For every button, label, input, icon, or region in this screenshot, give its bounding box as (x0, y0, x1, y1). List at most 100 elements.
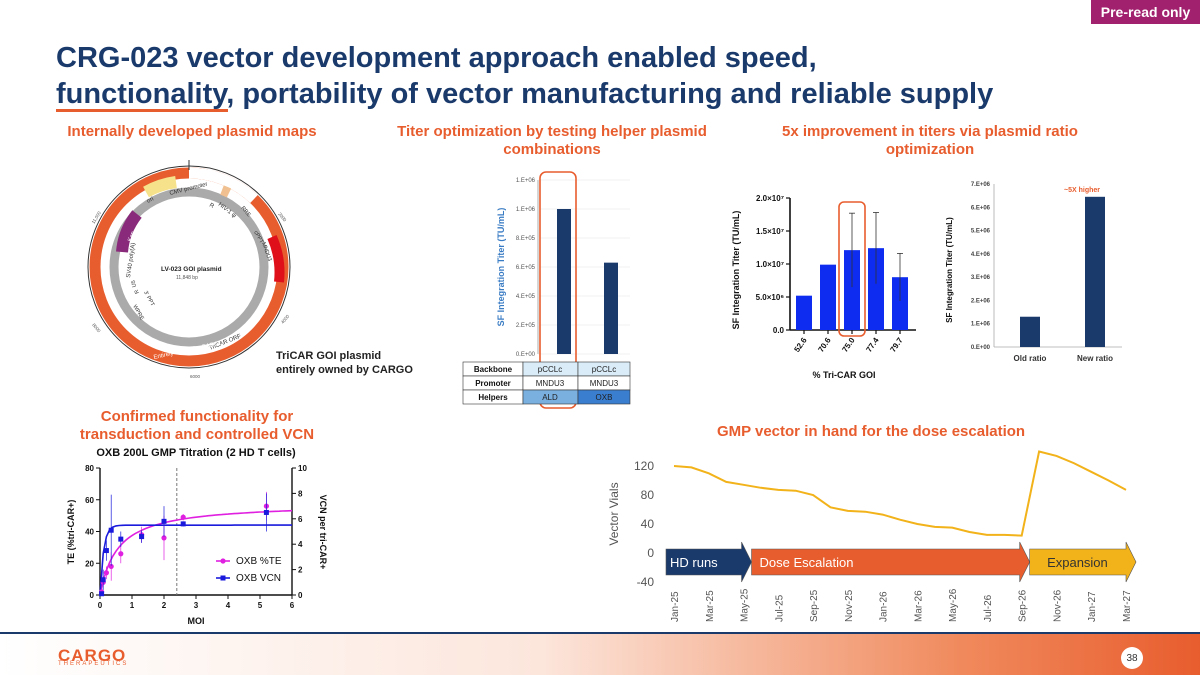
plasmid-caption-line-1: TriCAR GOI plasmid (276, 350, 382, 362)
helper-table-col1-value: pCCLc (538, 365, 562, 374)
plasmid-size: 11,848 bp (176, 275, 198, 281)
gmp-x-tick: Mar-26 (913, 590, 924, 622)
plasmid-map: LV-023 GOI plasmid 11,848 bp ori CMV pro… (87, 160, 291, 379)
moi-right-tick: 4 (298, 540, 303, 549)
goi-x-tick: 70.6 (816, 336, 833, 354)
ori-feature (143, 176, 178, 198)
cargo-logo: CARGO (58, 646, 127, 665)
ratio-x-tick: Old ratio (1014, 354, 1047, 363)
moi-vcn-point (161, 518, 167, 524)
cargo-logo-subtitle: THERAPEUTICS (58, 661, 129, 667)
ratio-y-tick: 0.E+00 (971, 345, 991, 351)
ppt-label: 3' PPT (142, 290, 155, 308)
section-plasmid-title: Internally developed plasmid maps (67, 123, 317, 140)
moi-te-point (108, 563, 114, 570)
moi-vcn-point (180, 521, 186, 527)
helper-y-tick: 0.E+00 (516, 352, 536, 358)
helper-y-tick: 2.E+05 (516, 323, 536, 329)
moi-vcn-point (118, 536, 124, 542)
title-line-2: functionality, portability of vector man… (56, 78, 994, 110)
ratio-annotation: ~5X higher (1064, 187, 1100, 194)
ori-label: ori (146, 196, 155, 204)
phase-expansion-label: Expansion (1047, 555, 1108, 570)
helper-y-tick: 1.E+06 (516, 207, 536, 213)
chart-moi-titration: OXB 200L GMP Titration (2 HD T cells)020… (66, 447, 328, 626)
tick-6000: 6000 (190, 374, 201, 379)
plasmid-name: LV-023 GOI plasmid (161, 266, 222, 273)
gmp-x-tick: May-25 (740, 588, 751, 622)
moi-legend-te-marker (220, 558, 226, 564)
moi-x-tick: 6 (290, 601, 295, 610)
phase-hd-runs-arrow (665, 541, 752, 583)
ratio-y-tick: 7.E+06 (971, 182, 991, 188)
moi-x-tick: 1 (130, 601, 135, 610)
kan-label: Kan (127, 231, 137, 243)
moi-x-label: MOI (188, 616, 205, 626)
r-label: R (208, 203, 215, 211)
moi-right-label: VCN per tri-CAR+ (318, 495, 328, 570)
section-functionality-title: Confirmed functionality for transduction… (79, 408, 315, 443)
moi-x-tick: 2 (162, 601, 167, 610)
ratio-y-tick: 3.E+06 (971, 275, 991, 281)
page-number: 38 (1121, 647, 1143, 669)
gmp-x-tick: Mar-25 (705, 590, 716, 622)
footer-gradient (0, 634, 1200, 675)
tick-4000: 4000 (280, 313, 291, 324)
kan-feature (116, 210, 142, 253)
moi-left-tick: 40 (85, 528, 94, 537)
moi-vcn-point (108, 527, 114, 533)
tick-2000: 2000 (277, 212, 287, 223)
helper-bar-2 (604, 262, 618, 354)
moi-vcn-curve (99, 524, 292, 596)
goi-bar-79.7 (892, 277, 908, 330)
gmp-x-tick: Jul-25 (774, 594, 785, 622)
helper-table-row-header: Promoter (475, 379, 511, 388)
moi-legend-te-label: OXB %TE (236, 556, 282, 567)
goi-x-tick: 79.7 (888, 336, 905, 354)
ratio-y-tick: 5.E+06 (971, 229, 991, 235)
r2-label: R (134, 289, 141, 295)
goi-x-tick: 52.6 (792, 336, 809, 354)
moi-vcn-point (99, 591, 105, 597)
sv40-label: SV40 poly(A) (126, 242, 137, 278)
moi-te-curve (99, 509, 293, 596)
goi-y-tick: 5.0×10⁶ (756, 293, 785, 302)
goi-bar-70.6 (820, 264, 836, 330)
moi-vcn-point (263, 509, 269, 515)
gmp-y-tick: -40 (637, 575, 655, 589)
helper-table-col1-value: ALD (542, 393, 558, 402)
helper-table-col2-value: MNDU3 (590, 379, 619, 388)
moi-right-tick: 10 (298, 464, 307, 473)
helper-table-row-header: Helpers (478, 393, 508, 402)
goi-x-label: % Tri-CAR GOI (812, 370, 875, 380)
goi-bar-52.6 (796, 295, 812, 330)
helper-y-label: SF Integration Titer (TU/mL) (496, 208, 506, 327)
moi-right-tick: 8 (298, 489, 303, 498)
chart-helper-titer: 0.E+00 2.E+05 4.E+05 6.E+05 8.E+05 1.E+06 1.E+… (462, 171, 631, 409)
goi-y-label: SF Integration Titer (TU/mL) (731, 211, 741, 330)
goi-y-tick: 1.0×10⁷ (756, 260, 784, 269)
moi-te-point (103, 570, 109, 576)
ratio-y-tick: 4.E+06 (971, 252, 991, 258)
moi-left-tick: 60 (85, 496, 94, 505)
moi-x-tick: 0 (98, 601, 103, 610)
chart-tricar-goi: 0.0 5.0×10⁶ 1.0×10⁷ 1.5×10⁷ 2.0×10⁷ SF Integr… (731, 194, 916, 380)
tick-11000: 11,000 (91, 210, 103, 224)
goi-bar-75.0 (844, 250, 860, 330)
helper-y-tick: 1.E+06 (516, 178, 536, 184)
moi-te-point (180, 514, 186, 520)
helper-highlight-box (539, 171, 577, 409)
goi-bar-77.4 (868, 248, 884, 330)
ratio-y-tick: 6.E+06 (971, 205, 991, 211)
helper-y-tick: 8.E+05 (516, 236, 536, 242)
goi-y-tick: 0.0 (773, 326, 785, 335)
gmp-x-tick: Jan-25 (670, 591, 681, 622)
goi-highlight-box (838, 201, 866, 337)
gmp-x-tick: Nov-25 (844, 589, 855, 622)
goi-y-tick: 2.0×10⁷ (756, 194, 784, 203)
helper-bar-1 (557, 209, 571, 354)
u5-label: U5 (131, 280, 138, 288)
section-gmp-title: GMP vector in hand for the dose escalati… (716, 423, 1026, 440)
ratio-x-tick: New ratio (1077, 354, 1113, 363)
goi-y-tick: 1.5×10⁷ (756, 227, 784, 236)
